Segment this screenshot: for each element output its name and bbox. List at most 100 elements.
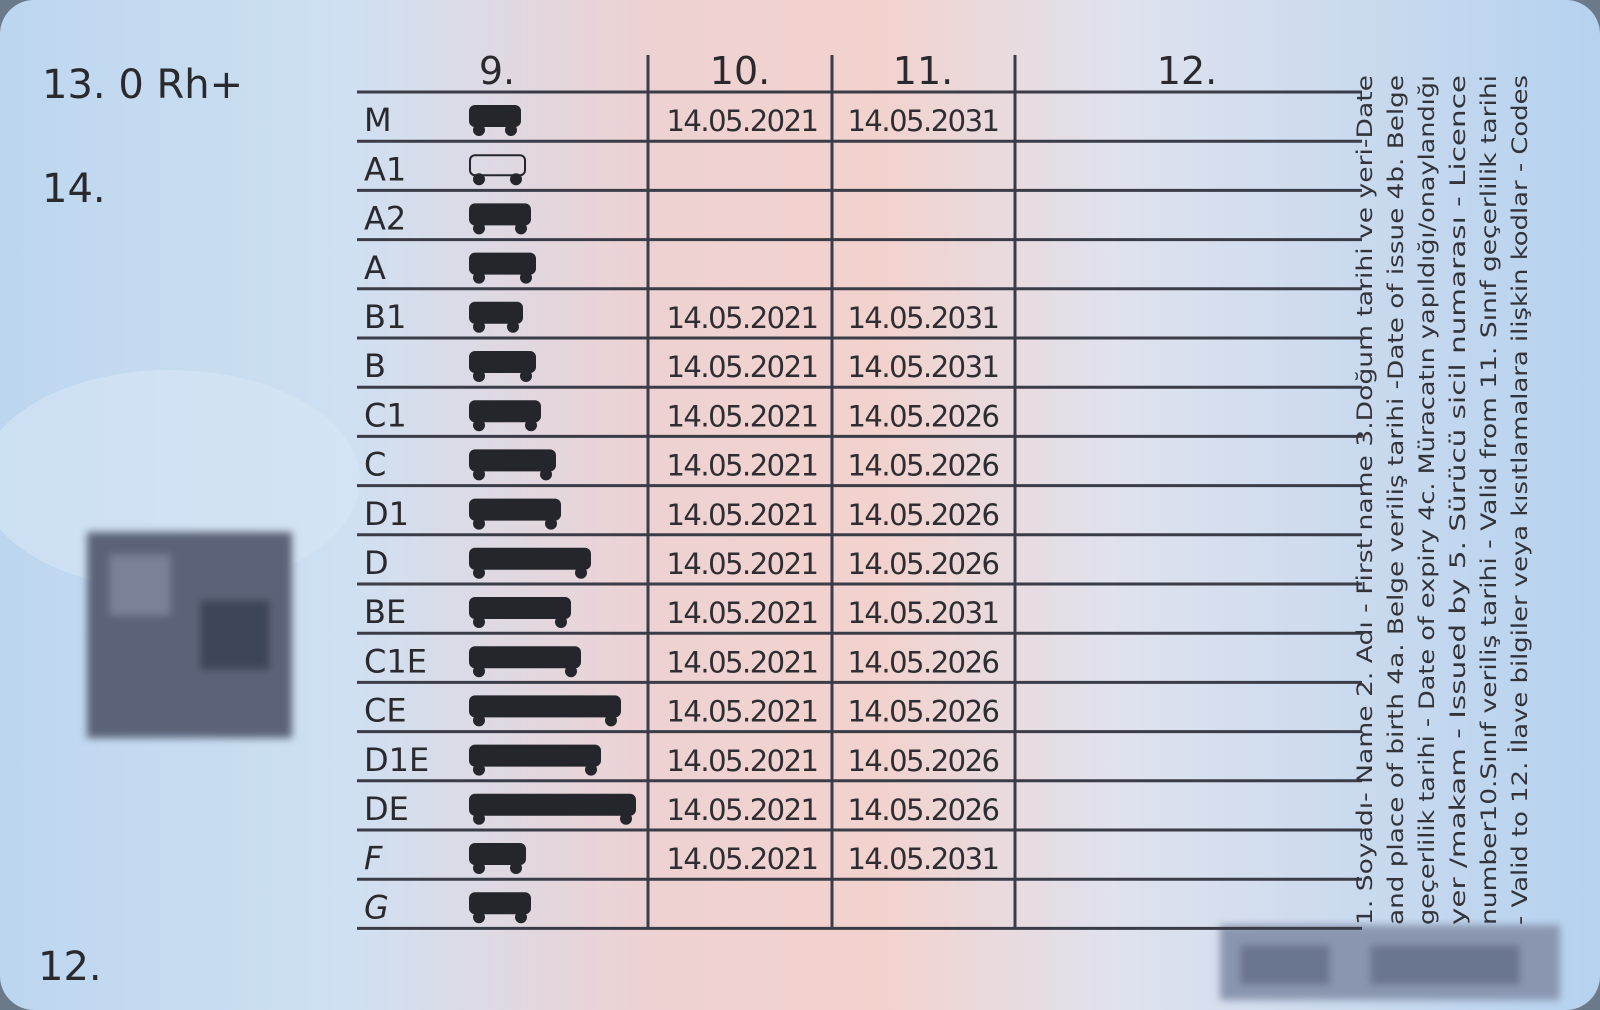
- icon-body: [469, 203, 531, 226]
- valid-to: 14.05.2031: [847, 301, 998, 335]
- icon-wheel: [545, 517, 557, 530]
- vehicle-icon: [469, 498, 561, 530]
- icon-body: [469, 695, 621, 718]
- icon-wheel: [520, 271, 532, 284]
- icon-wheel: [525, 419, 537, 432]
- blood-group: 13. 0 Rh+: [42, 62, 243, 108]
- category-code: BE: [364, 593, 406, 631]
- category-code: CE: [364, 692, 407, 730]
- column-header: 10.: [710, 49, 770, 93]
- icon-wheel: [605, 714, 617, 727]
- category-code: F: [364, 839, 383, 877]
- legend-line: geçerlilik tarihi - Date of expiry 4c. M…: [1415, 75, 1439, 925]
- vehicle-icon: [469, 449, 556, 481]
- category-table: 9. 10. 11. 12. M 14.05.2021 14.05.2031 A1 A2 A B1 1…: [357, 49, 1362, 930]
- icon-wheel: [520, 370, 532, 382]
- valid-to: 14.05.2026: [847, 449, 998, 483]
- icon-body: [469, 105, 521, 127]
- category-code: DE: [364, 790, 409, 828]
- icon-body: [469, 154, 526, 177]
- icon-wheel: [473, 763, 485, 776]
- icon-wheel: [505, 124, 517, 136]
- vehicle-icon: [469, 695, 621, 727]
- valid-to: 14.05.2026: [847, 498, 998, 532]
- icon-wheel: [473, 665, 485, 678]
- vehicle-icon: [469, 892, 531, 924]
- redacted-code: [87, 532, 292, 738]
- valid-from: 14.05.2021: [666, 596, 817, 630]
- icon-wheel: [473, 911, 485, 924]
- icon-wheel: [473, 517, 485, 530]
- icon-body: [469, 843, 526, 865]
- icon-wheel: [473, 419, 485, 432]
- icon-body: [469, 646, 581, 669]
- icon-wheel: [473, 370, 485, 382]
- category-code: D1E: [364, 741, 429, 779]
- category-code: A: [364, 249, 386, 287]
- valid-from: 14.05.2021: [666, 842, 817, 876]
- icon-body: [469, 449, 556, 472]
- vehicle-icon: [469, 252, 536, 284]
- icon-wheel: [473, 812, 485, 825]
- legend-line: and place of birth 4a. Belge veriliş tar…: [1384, 75, 1408, 925]
- valid-from: 14.05.2021: [666, 645, 817, 679]
- icon-wheel: [540, 468, 552, 481]
- icon-wheel: [575, 566, 587, 579]
- icon-wheel: [565, 665, 577, 678]
- valid-from: 14.05.2021: [666, 793, 817, 827]
- icon-wheel: [473, 566, 485, 579]
- icon-wheel: [510, 173, 522, 186]
- icon-wheel: [507, 320, 519, 333]
- valid-from: 14.05.2021: [666, 399, 817, 433]
- column-header: 12.: [1157, 49, 1217, 93]
- category-code: C1E: [364, 642, 427, 680]
- icon-body: [469, 351, 536, 373]
- category-code: M: [364, 101, 392, 139]
- valid-to: 14.05.2026: [847, 645, 998, 679]
- vehicle-icon: [469, 744, 601, 776]
- field-12: 12.: [38, 944, 102, 990]
- valid-from: 14.05.2021: [666, 301, 817, 335]
- vehicle-icon: [469, 843, 526, 874]
- column-header: 9.: [479, 49, 515, 93]
- valid-from: 14.05.2021: [666, 498, 817, 532]
- legend-line: number10.Sınıf veriliş tarihi - Valid fr…: [1477, 75, 1501, 925]
- column-header: 11.: [893, 49, 953, 93]
- vehicle-icon: [469, 154, 526, 186]
- valid-to: 14.05.2031: [847, 104, 998, 138]
- icon-body: [469, 547, 591, 570]
- legend-line: - Valid to 12. İlave bilgiler veya kısıt…: [1507, 75, 1532, 925]
- valid-from: 14.05.2021: [666, 744, 817, 778]
- valid-from: 14.05.2021: [666, 350, 817, 384]
- valid-to: 14.05.2026: [847, 793, 998, 827]
- icon-body: [469, 498, 561, 521]
- icon-body: [469, 892, 531, 915]
- icon-body: [469, 744, 601, 767]
- icon-wheel: [473, 271, 485, 284]
- icon-wheel: [473, 714, 485, 727]
- legend-line: 1. Soyadı- Name 2. Adı - First name 3.Do…: [1353, 75, 1377, 925]
- icon-body: [469, 400, 541, 423]
- icon-wheel: [473, 124, 485, 136]
- valid-to: 14.05.2031: [847, 350, 998, 384]
- valid-to: 14.05.2026: [847, 547, 998, 581]
- category-code: D: [364, 544, 389, 582]
- category-code: C: [364, 446, 386, 484]
- category-code: D1: [364, 495, 409, 533]
- vehicle-icon: [469, 400, 541, 432]
- valid-to: 14.05.2026: [847, 744, 998, 778]
- icon-wheel: [473, 320, 485, 333]
- icon-wheel: [473, 173, 485, 186]
- vehicle-icon: [469, 351, 536, 382]
- icon-wheel: [473, 468, 485, 481]
- valid-from: 14.05.2021: [666, 695, 817, 729]
- category-code: B: [364, 347, 386, 385]
- valid-from: 14.05.2021: [666, 449, 817, 483]
- icon-wheel: [555, 616, 567, 628]
- icon-body: [469, 301, 523, 324]
- vehicle-icon: [469, 597, 571, 628]
- icon-wheel: [515, 911, 527, 924]
- category-code: A2: [364, 200, 406, 238]
